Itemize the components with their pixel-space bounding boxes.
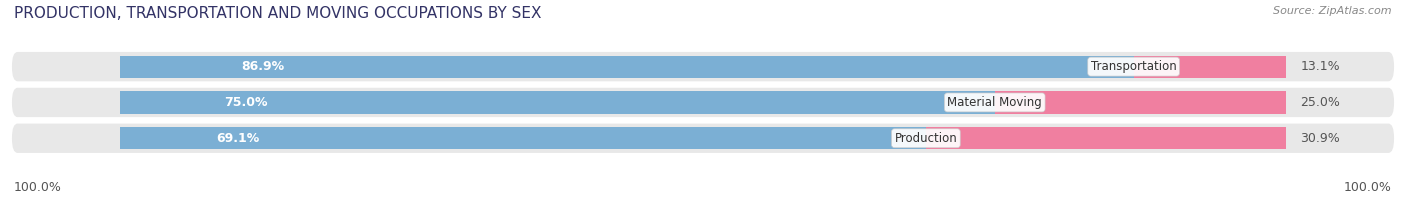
Text: 13.1%: 13.1% — [1301, 60, 1340, 73]
Bar — [120, 127, 927, 149]
Text: Source: ZipAtlas.com: Source: ZipAtlas.com — [1274, 6, 1392, 16]
Bar — [995, 91, 1286, 113]
Text: 30.9%: 30.9% — [1301, 132, 1340, 145]
Text: 100.0%: 100.0% — [1344, 181, 1392, 194]
Text: 25.0%: 25.0% — [1301, 96, 1340, 109]
FancyBboxPatch shape — [13, 88, 1395, 117]
Text: 75.0%: 75.0% — [225, 96, 269, 109]
Text: PRODUCTION, TRANSPORTATION AND MOVING OCCUPATIONS BY SEX: PRODUCTION, TRANSPORTATION AND MOVING OC… — [14, 6, 541, 21]
Text: 86.9%: 86.9% — [242, 60, 284, 73]
Text: 100.0%: 100.0% — [14, 181, 62, 194]
Text: Production: Production — [894, 132, 957, 145]
Text: 69.1%: 69.1% — [217, 132, 260, 145]
Bar — [120, 56, 1133, 78]
Bar — [927, 127, 1286, 149]
Bar — [120, 91, 995, 113]
Text: Transportation: Transportation — [1091, 60, 1177, 73]
Bar — [1133, 56, 1286, 78]
FancyBboxPatch shape — [13, 124, 1395, 153]
FancyBboxPatch shape — [13, 52, 1395, 81]
Text: Material Moving: Material Moving — [948, 96, 1042, 109]
